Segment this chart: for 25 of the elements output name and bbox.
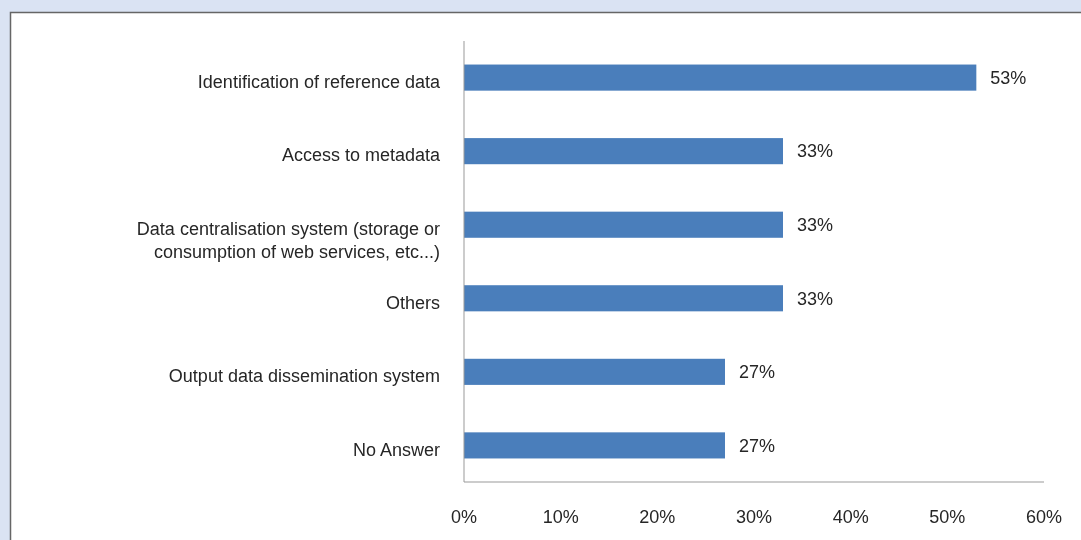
data-label: 33% <box>797 288 834 309</box>
x-tick-label: 20% <box>639 507 676 528</box>
y-tick-label: Access to metadata <box>281 145 441 166</box>
x-tick-label: 40% <box>832 507 869 528</box>
x-tick-label: 50% <box>929 507 966 528</box>
x-tick-label: 30% <box>735 507 773 528</box>
y-tick-label: Identification of reference data <box>197 71 441 92</box>
data-label: 27% <box>739 362 776 383</box>
data-label: 33% <box>797 141 834 162</box>
bar <box>464 432 725 459</box>
x-tick-label: 10% <box>542 507 579 528</box>
y-tick-label: Others <box>385 292 440 313</box>
data-label: 27% <box>739 435 776 456</box>
x-tick-label: 60% <box>1025 507 1063 528</box>
bar <box>464 285 783 312</box>
data-label: 33% <box>797 215 834 236</box>
x-tick-label: 0% <box>450 507 478 528</box>
bar <box>464 211 783 238</box>
data-label: 53% <box>990 67 1027 88</box>
bar <box>464 64 977 91</box>
y-tick-label: Output data dissemination system <box>168 366 440 387</box>
y-tick-label: No Answer <box>352 439 440 460</box>
y-tick-label: Data centralisation system (storage or consumption of web services, etc...) <box>136 219 440 262</box>
bar <box>464 358 725 385</box>
bar <box>464 138 783 165</box>
